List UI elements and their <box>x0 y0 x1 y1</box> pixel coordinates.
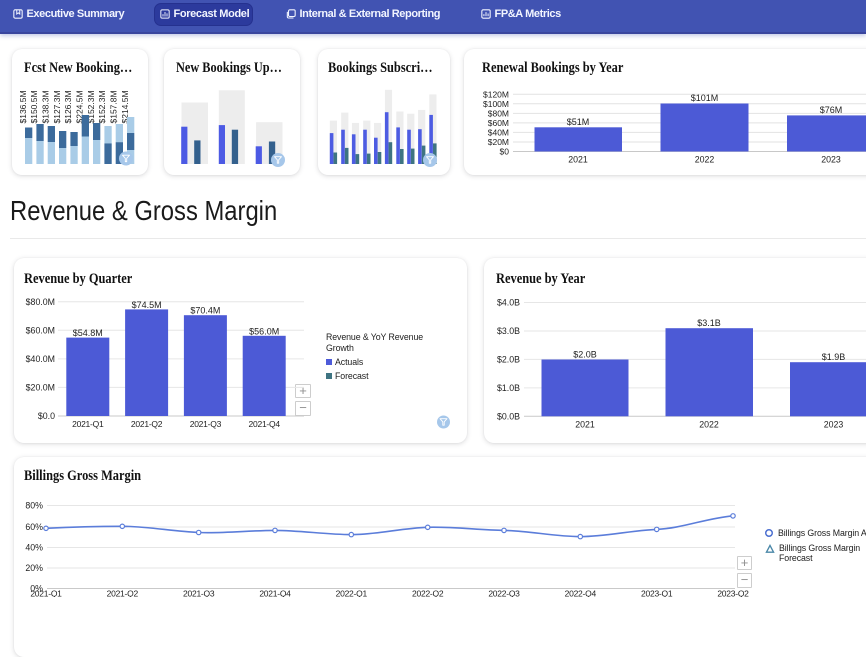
svg-text:$60.0M: $60.0M <box>26 325 55 335</box>
svg-text:2021: 2021 <box>575 420 595 430</box>
svg-text:$80M: $80M <box>488 108 509 118</box>
svg-text:$80.0M: $80.0M <box>26 297 55 307</box>
svg-text:$224.5M: $224.5M <box>75 90 85 123</box>
svg-text:$1.9B: $1.9B <box>822 352 846 362</box>
svg-text:0%: 0% <box>30 584 43 594</box>
svg-text:2021-Q2: 2021-Q2 <box>107 589 139 598</box>
svg-text:$150.5M: $150.5M <box>29 90 39 123</box>
svg-text:$2.0B: $2.0B <box>497 355 520 365</box>
svg-text:2021-Q3: 2021-Q3 <box>183 589 215 598</box>
svg-text:$0.0B: $0.0B <box>497 411 520 421</box>
svg-text:$56.0M: $56.0M <box>249 326 279 336</box>
svg-text:$76M: $76M <box>820 105 843 115</box>
svg-text:$126.3M: $126.3M <box>63 90 73 123</box>
svg-text:$54.8M: $54.8M <box>73 328 103 338</box>
svg-text:60%: 60% <box>25 522 43 532</box>
svg-text:$0: $0 <box>500 147 510 157</box>
svg-text:2023-Q1: 2023-Q1 <box>641 589 673 598</box>
svg-text:$3.1B: $3.1B <box>697 318 721 328</box>
svg-text:$136.5M: $136.5M <box>18 90 28 123</box>
svg-text:$101M: $101M <box>691 93 719 103</box>
svg-text:2023-Q2: 2023-Q2 <box>717 589 749 598</box>
svg-text:40%: 40% <box>25 543 43 553</box>
svg-text:$157.8M: $157.8M <box>109 90 119 123</box>
svg-text:$138.3M: $138.3M <box>41 90 51 123</box>
svg-text:$214.5M: $214.5M <box>120 90 130 123</box>
svg-text:2022-Q2: 2022-Q2 <box>412 589 444 598</box>
svg-text:$70.4M: $70.4M <box>190 306 220 316</box>
svg-text:$152.3M: $152.3M <box>86 90 96 123</box>
svg-text:2022: 2022 <box>695 155 715 165</box>
svg-text:2021-Q2: 2021-Q2 <box>131 419 163 429</box>
svg-text:$0.0: $0.0 <box>38 411 55 421</box>
svg-text:2021-Q1: 2021-Q1 <box>72 419 104 429</box>
svg-text:$152.3M: $152.3M <box>97 90 107 123</box>
svg-text:2023: 2023 <box>824 420 844 430</box>
svg-text:$51M: $51M <box>567 117 590 127</box>
svg-text:2021-Q4: 2021-Q4 <box>249 419 281 429</box>
svg-text:2021-Q1: 2021-Q1 <box>30 589 62 598</box>
svg-text:$40M: $40M <box>488 127 509 137</box>
svg-text:2021-Q4: 2021-Q4 <box>259 589 291 598</box>
svg-text:$74.5M: $74.5M <box>132 300 162 310</box>
svg-text:2021: 2021 <box>568 155 588 165</box>
svg-text:$100M: $100M <box>483 99 509 109</box>
svg-text:$3.0B: $3.0B <box>497 326 520 336</box>
svg-text:$1.0B: $1.0B <box>497 383 520 393</box>
svg-text:2022-Q4: 2022-Q4 <box>565 589 597 598</box>
svg-text:$4.0B: $4.0B <box>497 298 520 308</box>
svg-text:80%: 80% <box>25 501 43 511</box>
svg-text:2022: 2022 <box>699 420 719 430</box>
svg-text:20%: 20% <box>25 563 43 573</box>
svg-text:2021-Q3: 2021-Q3 <box>190 419 222 429</box>
svg-text:$120M: $120M <box>483 89 509 99</box>
svg-text:$60M: $60M <box>488 118 509 128</box>
svg-text:$20.0M: $20.0M <box>26 383 55 393</box>
svg-text:$127.3M: $127.3M <box>52 90 62 123</box>
svg-text:$2.0B: $2.0B <box>573 350 597 360</box>
svg-text:2023: 2023 <box>821 155 841 165</box>
svg-text:2022-Q1: 2022-Q1 <box>336 589 368 598</box>
svg-text:2022-Q3: 2022-Q3 <box>488 589 520 598</box>
svg-text:$40.0M: $40.0M <box>26 354 55 364</box>
svg-text:$20M: $20M <box>488 137 509 147</box>
